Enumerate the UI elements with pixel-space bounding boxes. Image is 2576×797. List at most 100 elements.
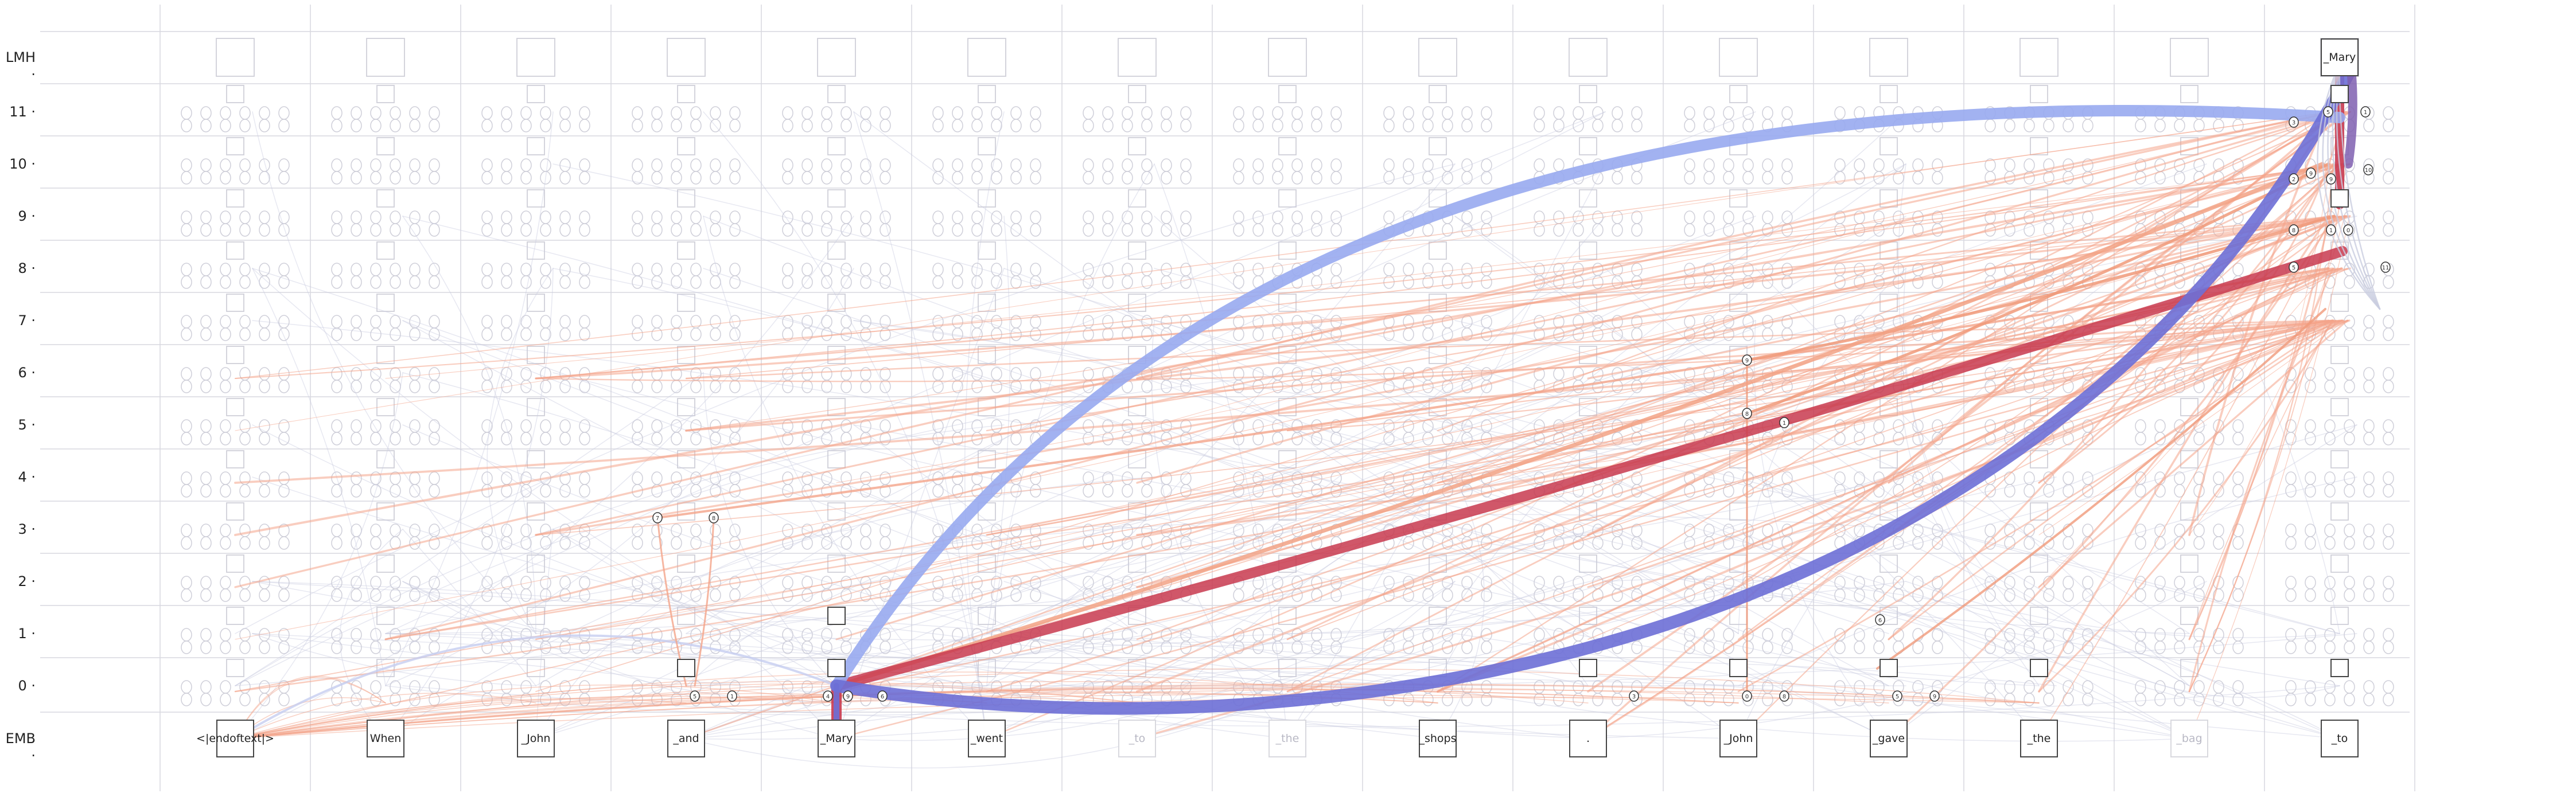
attention-head-node [1122, 484, 1133, 498]
attention-head-node [2232, 484, 2244, 498]
attention-head-node [651, 327, 663, 341]
neutral-edge [252, 424, 1288, 739]
attention-head-node [409, 223, 421, 237]
neutral-edge [252, 581, 2340, 739]
attention-head-node [429, 171, 440, 185]
token-node[interactable]: When [367, 720, 404, 757]
positive-edge [1737, 319, 2342, 693]
attention-head-node [2324, 640, 2336, 654]
mlp-node [677, 85, 695, 103]
token-node[interactable]: _the [2020, 720, 2058, 757]
attention-head-node [220, 171, 231, 185]
neutral-edge [1154, 163, 1288, 739]
attention-head-node [1703, 640, 1715, 654]
token-node[interactable]: _to [2321, 720, 2359, 757]
attention-head-node [2213, 484, 2224, 498]
attention-head-node [710, 119, 721, 132]
attention-head-node [2363, 223, 2375, 237]
attention-head-node [351, 171, 362, 185]
lmh-node [667, 38, 706, 77]
neutral-edge [535, 529, 854, 739]
mlp-node [2330, 346, 2349, 364]
attention-head-node [821, 484, 832, 498]
mlp-node [827, 502, 846, 521]
attention-head-node [1631, 171, 1643, 185]
mlp-node [827, 137, 846, 155]
lmh-node [1418, 38, 1457, 77]
head-node-label: 0 [2347, 228, 2350, 234]
attention-head-node [1631, 640, 1643, 654]
attention-head-node [1612, 223, 1623, 237]
token-node[interactable]: _shops [1419, 720, 1457, 757]
token-node[interactable]: . [1569, 720, 1607, 757]
attention-head-node [671, 171, 682, 185]
positive-edge [2038, 216, 2332, 739]
attention-head-node [390, 640, 401, 654]
attention-head-node [220, 119, 231, 132]
attention-head-node [1272, 432, 1283, 446]
mlp-node [2180, 659, 2198, 677]
attention-head-node [671, 119, 682, 132]
token-node[interactable]: _John [517, 720, 555, 757]
token-node[interactable]: _the [1268, 720, 1306, 757]
token-node[interactable]: <|endoftext|> [196, 720, 274, 757]
token-node[interactable]: _to [1118, 720, 1156, 757]
attention-head-node [559, 432, 571, 446]
attention-head-node [200, 119, 212, 132]
lmh-output-token[interactable]: _Mary [2321, 38, 2359, 76]
attention-head-node [2383, 327, 2394, 341]
attention-head-node [710, 327, 721, 341]
attention-head-node [351, 432, 362, 446]
attention-head-node [801, 380, 813, 393]
attention-head-node [2213, 119, 2224, 132]
active-head-node: 1 [2326, 224, 2336, 236]
token-node[interactable]: _bag [2170, 720, 2208, 757]
attention-head-node [390, 380, 401, 393]
attention-head-node [1703, 588, 1715, 602]
attention-head-node [559, 171, 571, 185]
attention-head-node [932, 223, 944, 237]
mlp-node [827, 241, 846, 260]
positive-edge [835, 319, 2349, 740]
attention-head-node [1422, 693, 1434, 706]
attention-head-node [1534, 223, 1545, 237]
neutral-edge [1287, 163, 1606, 739]
attention-head-node [2383, 171, 2394, 185]
attention-head-node [1383, 171, 1395, 185]
attention-head-node [1984, 171, 1996, 185]
attention-head-node [2004, 119, 2015, 132]
attention-head-node [331, 588, 343, 602]
mlp-node [1579, 241, 1597, 260]
positive-edge [235, 684, 837, 739]
neutral-edge [1888, 424, 2357, 739]
attention-head-node [651, 275, 663, 289]
token-node[interactable]: _and [667, 720, 705, 757]
token-node[interactable]: _went [968, 720, 1006, 757]
attention-head-node [952, 223, 963, 237]
head-node-label: 10 [2365, 167, 2372, 174]
neutral-edge [2322, 62, 2381, 310]
attention-head-node [729, 119, 741, 132]
positive-edge [1888, 319, 2337, 640]
attention-head-node [1703, 119, 1715, 132]
positive-edge [986, 267, 2339, 693]
mlp-node [677, 189, 695, 208]
attention-head-node [2363, 380, 2375, 393]
attention-head-node [1161, 380, 1172, 393]
attention-head-node [821, 640, 832, 654]
attention-head-node [409, 588, 421, 602]
active-head-node: 9 [843, 690, 853, 702]
attention-head-node [821, 275, 832, 289]
attention-head-node [690, 432, 702, 446]
attention-head-node [429, 432, 440, 446]
token-node[interactable]: _gave [1870, 720, 1908, 757]
mlp-node [1729, 85, 1748, 103]
token-node[interactable]: _Mary [818, 720, 855, 757]
mlp-node [827, 450, 846, 468]
attention-head-node [1141, 223, 1153, 237]
token-node[interactable]: _John [1719, 720, 1757, 757]
head-node-label: 8 [712, 515, 715, 522]
mlp-node [527, 346, 545, 364]
attention-head-node [2154, 432, 2166, 446]
attention-head-node [1403, 693, 1414, 706]
